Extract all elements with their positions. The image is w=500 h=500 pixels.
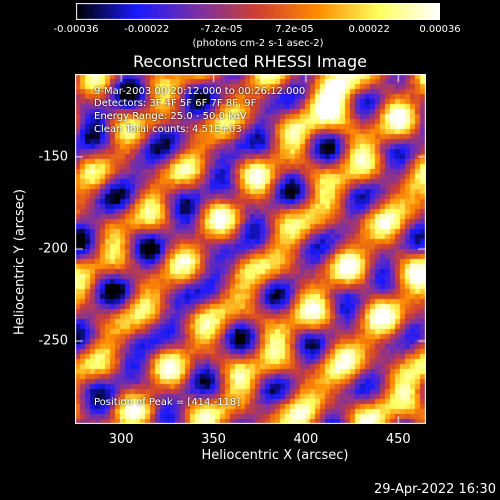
colorbar-tick-label: 0.00022 [348,24,390,35]
colorbar-tick-label: -0.00022 [124,24,170,35]
annotation-energy-range: Energy Range: 25.0 - 50.0 keV [94,111,247,122]
chart-title: Reconstructed RHESSI Image [133,52,367,71]
y-axis-title: Heliocentric Y (arcsec) [12,189,28,335]
colorbar-tick-label: 7.2e-05 [275,24,314,35]
x-tick-label: 350 [201,432,226,447]
heatmap-image [75,74,426,424]
annotation-clean-counts: Clean Total counts: 4.51E+03 [94,124,242,135]
x-tick-label: 300 [108,432,134,447]
y-tick-label: -200 [38,241,68,257]
x-tick-label: 400 [293,432,319,447]
colorbar-tick-label: 0.00036 [419,24,461,35]
y-tick-label: -250 [38,333,68,349]
footer-timestamp: 29-Apr-2022 16:30 [374,482,496,497]
x-tick-label: 450 [385,432,411,447]
annotation-peak-position: Position of Peak = [414,-118] [94,397,241,408]
annotation-time-range: 9-Mar-2003 00:20:12.000 to 00:26:12.000 [94,86,306,97]
colorbar-tick-label: -7.2e-05 [200,24,243,35]
y-tick-label: -150 [38,149,68,165]
annotation-detectors: Detectors: 3F 4F 5F 6F 7F 8F, 9F [94,98,257,109]
colorbar-unit-label: (photons cm-2 s-1 asec-2) [192,38,324,49]
colorbar-tick-label: -0.00036 [53,24,99,35]
colorbar [76,3,440,20]
x-axis-title: Heliocentric X (arcsec) [201,448,349,463]
